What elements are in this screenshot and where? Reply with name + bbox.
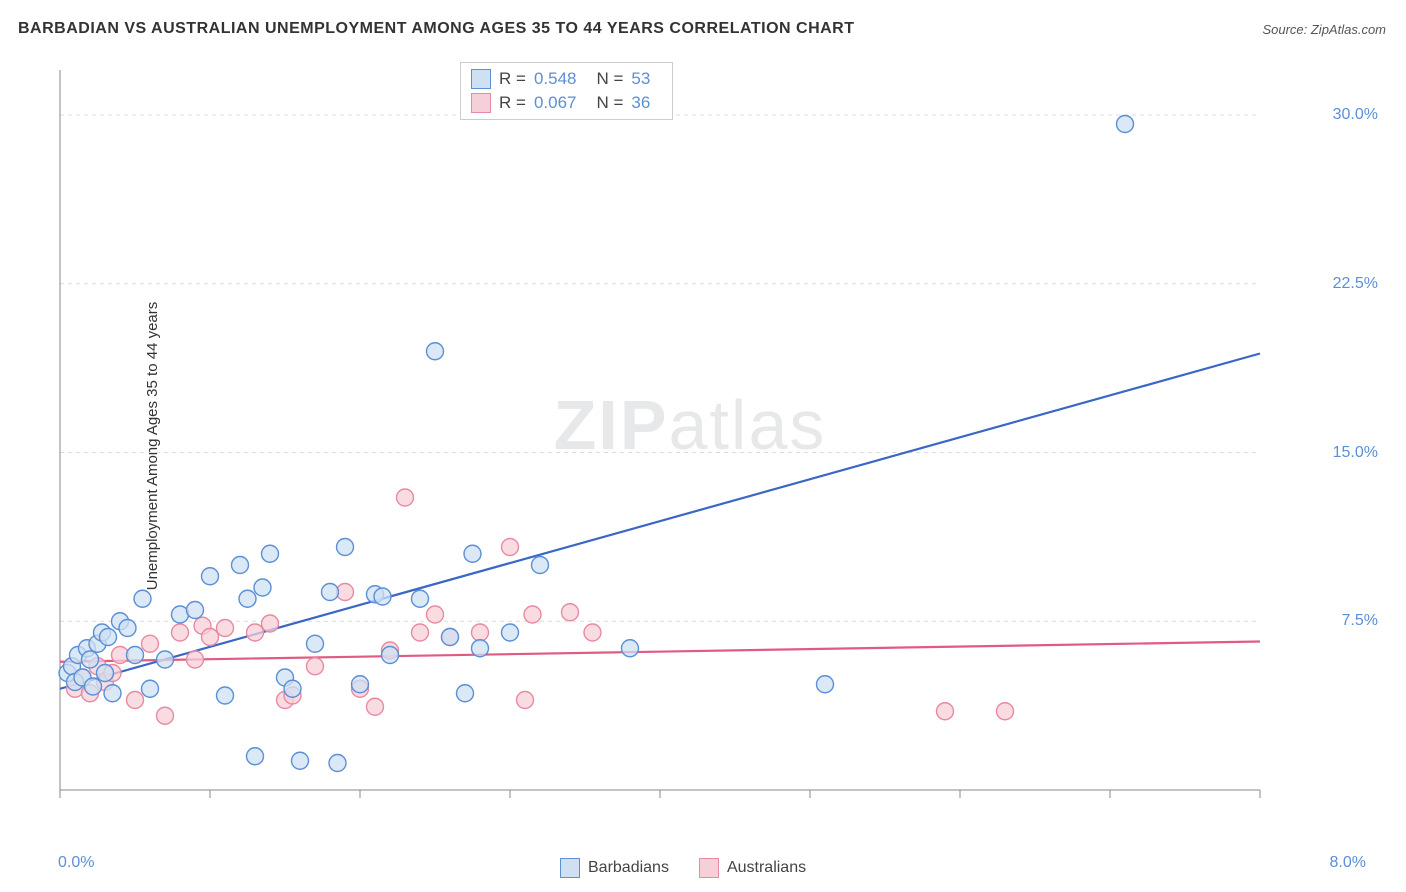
chart-title: BARBADIAN VS AUSTRALIAN UNEMPLOYMENT AMO… (18, 20, 855, 38)
y-tick-label: 15.0% (1333, 444, 1378, 462)
swatch-australians-icon (471, 93, 491, 113)
stat-r-label: R = (499, 69, 526, 89)
legend-label-barbadians: Barbadians (588, 859, 669, 877)
stats-row-barbadians: R = 0.548 N = 53 (471, 67, 662, 91)
stats-legend: R = 0.548 N = 53 R = 0.067 N = 36 (460, 62, 673, 120)
scatter-plot: ZIPatlas (50, 60, 1330, 820)
x-tick-origin: 0.0% (58, 854, 94, 872)
swatch-barbadians-icon (471, 69, 491, 89)
stat-n-value-0: 53 (631, 69, 650, 89)
legend-item-barbadians: Barbadians (560, 858, 669, 878)
x-tick-max: 8.0% (1330, 854, 1366, 872)
series-legend: Barbadians Australians (560, 858, 806, 878)
legend-label-australians: Australians (727, 859, 806, 877)
y-tick-label: 30.0% (1333, 106, 1378, 124)
plot-svg (50, 60, 1330, 820)
stat-r-value-1: 0.067 (534, 93, 577, 113)
stat-r-value-0: 0.548 (534, 69, 577, 89)
y-tick-label: 7.5% (1342, 612, 1378, 630)
stat-n-label: N = (596, 69, 623, 89)
stat-r-label: R = (499, 93, 526, 113)
swatch-australians-icon (699, 858, 719, 878)
y-tick-label: 22.5% (1333, 275, 1378, 293)
swatch-barbadians-icon (560, 858, 580, 878)
source-label: Source: ZipAtlas.com (1262, 22, 1386, 37)
stat-n-label: N = (596, 93, 623, 113)
stat-n-value-1: 36 (631, 93, 650, 113)
stats-row-australians: R = 0.067 N = 36 (471, 91, 662, 115)
legend-item-australians: Australians (699, 858, 806, 878)
